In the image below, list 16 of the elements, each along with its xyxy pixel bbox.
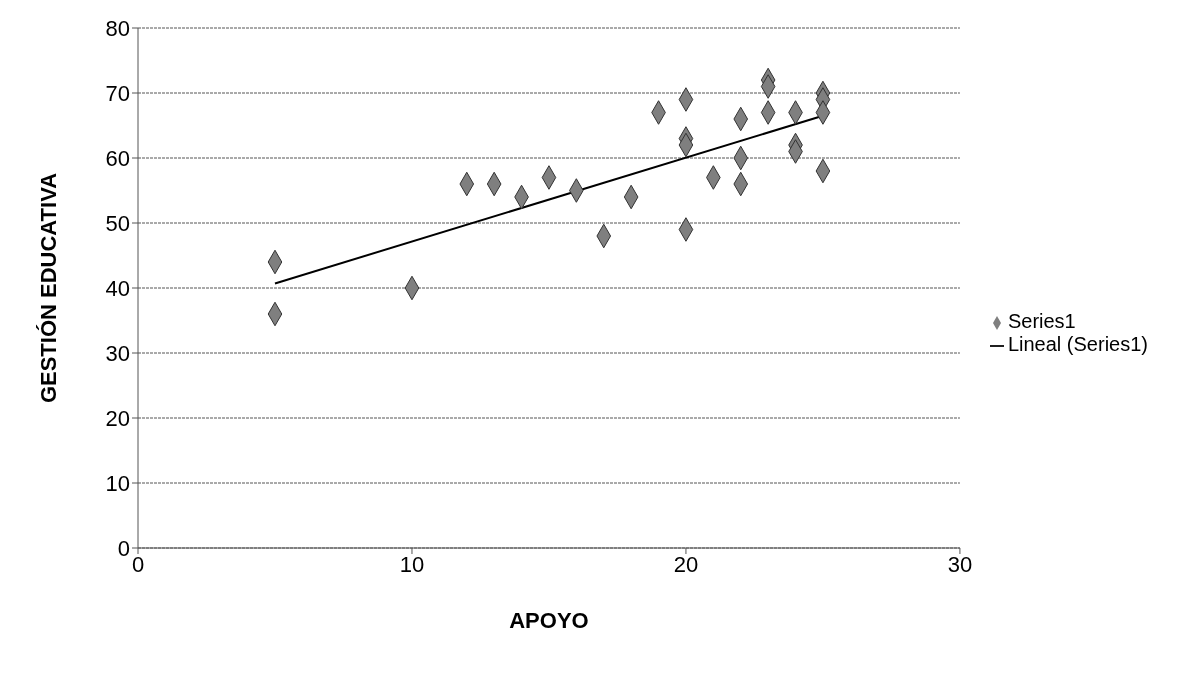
y-tick-label: 20 [105,405,130,431]
x-tick-label: 20 [673,551,699,577]
y-tick-label: 70 [105,80,130,106]
legend-label: Series1 [1007,310,1076,332]
y-tick-label: 10 [105,470,130,496]
y-tick-label: 0 [117,535,130,561]
y-tick-label: 30 [105,340,130,366]
x-axis-title: APOYO [509,608,589,633]
legend-label: Lineal (Series1) [1007,333,1148,355]
y-tick-label: 60 [105,145,130,171]
y-tick-label: 80 [105,15,130,41]
y-axis-title: GESTIÓN EDUCATIVA [35,172,61,404]
x-tick-label: 30 [947,551,973,577]
y-tick-label: 40 [105,275,130,301]
x-tick-label: 10 [399,551,425,577]
y-tick-label: 50 [105,210,130,236]
